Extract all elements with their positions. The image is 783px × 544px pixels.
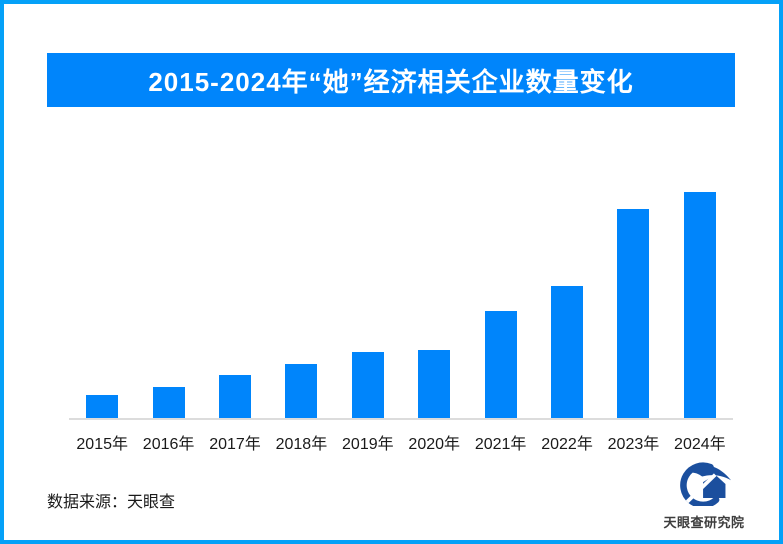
bar-column xyxy=(667,152,733,418)
x-axis-label: 2019年 xyxy=(342,436,394,453)
bar-2024年 xyxy=(683,192,716,418)
bar-column xyxy=(135,152,201,418)
x-axis-label: 2020年 xyxy=(408,436,461,453)
bar-column xyxy=(401,152,467,418)
tianyancha-eye-icon xyxy=(676,462,732,511)
x-axis-label: 2017年 xyxy=(209,436,261,453)
chart-title: 2015-2024年“她”经济相关企业数量变化 xyxy=(148,66,634,97)
bar-2022年 xyxy=(551,286,584,418)
plot xyxy=(69,152,733,420)
bar-2018年 xyxy=(285,364,318,418)
bar-column xyxy=(534,152,600,418)
bar-column xyxy=(335,152,401,418)
bar-2015年 xyxy=(86,395,119,418)
bar-2020年 xyxy=(418,350,451,418)
x-axis-labels: 2015年 2016年 2017年 2018年 2019年 2020年 2021年 2022年… xyxy=(69,430,733,454)
data-source-label: 数据来源：天眼查 xyxy=(47,494,176,511)
x-axis-label: 2024年 xyxy=(674,436,726,453)
bar-2017年 xyxy=(219,375,252,418)
x-axis-label: 2016年 xyxy=(142,436,195,453)
bar-2023年 xyxy=(617,209,650,418)
title-banner: 2015-2024年“她”经济相关企业数量变化 xyxy=(47,53,735,107)
bar-2016年 xyxy=(152,387,185,418)
x-axis-label: 2022年 xyxy=(541,436,593,453)
bar-2021年 xyxy=(484,311,517,418)
bar-column xyxy=(69,152,135,418)
tianyancha-research-logo: 天眼查研究院 xyxy=(656,462,752,531)
bar-column xyxy=(202,152,268,418)
x-axis-label: 2018年 xyxy=(275,436,328,453)
logo-text: 天眼查研究院 xyxy=(663,515,745,530)
x-axis-label: 2023年 xyxy=(607,436,660,453)
bar-column xyxy=(600,152,666,418)
bar-column xyxy=(467,152,533,418)
bar-column xyxy=(268,152,334,418)
x-axis-label: 2021年 xyxy=(474,436,527,453)
x-axis-label: 2015年 xyxy=(76,436,128,453)
bar-2019年 xyxy=(351,352,384,418)
